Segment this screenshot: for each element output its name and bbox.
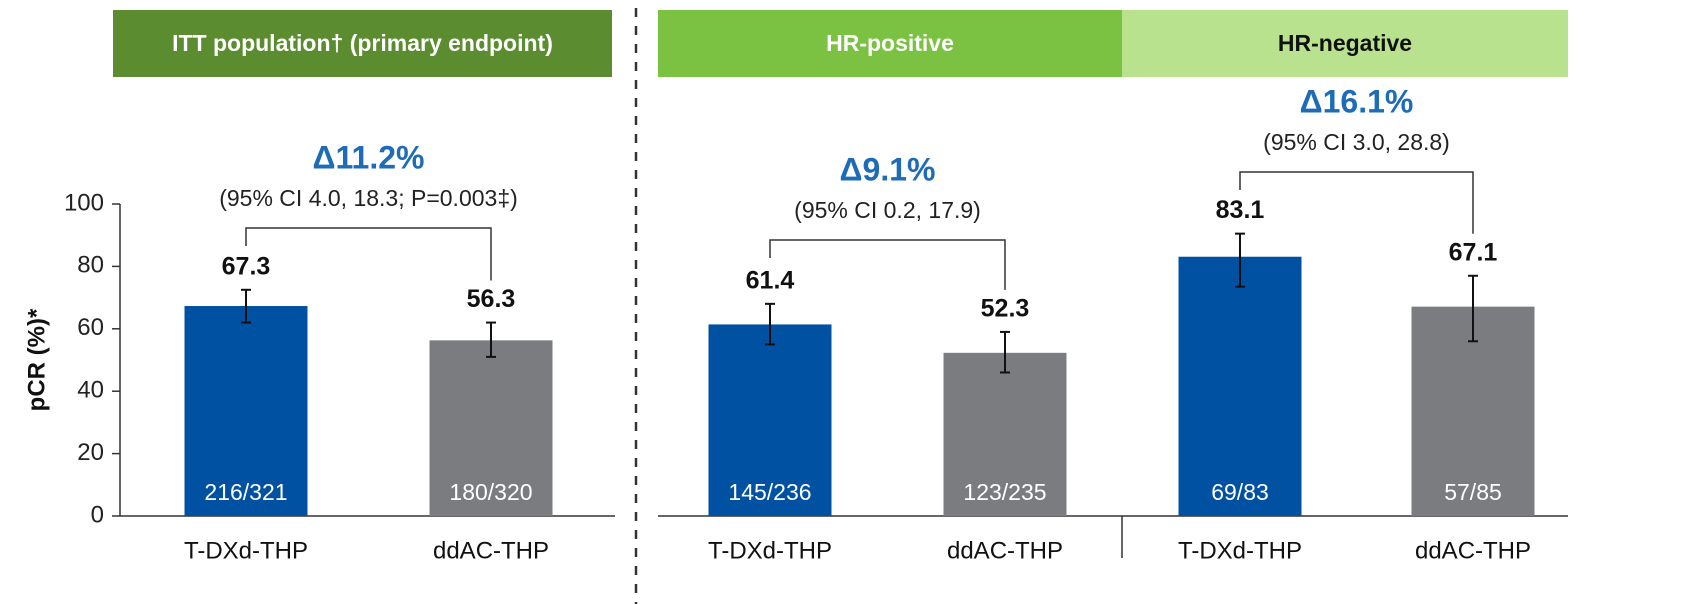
bracket	[1239, 171, 1474, 234]
value-label: 67.1	[1449, 238, 1498, 266]
panel-header	[113, 10, 612, 77]
panel-title: HR-negative	[1278, 30, 1412, 56]
value-label: 83.1	[1216, 196, 1265, 224]
bracket	[245, 227, 492, 281]
x-tick-label: T-DXd-THP	[1178, 537, 1302, 564]
y-tick-label: 100	[64, 189, 104, 216]
y-tick-label: 0	[91, 501, 104, 528]
bar	[708, 324, 832, 516]
bar	[429, 340, 553, 516]
panel-title: ITT population† (primary endpoint)	[172, 30, 553, 56]
n-label: 57/85	[1444, 479, 1502, 505]
y-tick-label: 20	[77, 439, 104, 466]
x-tick-label: ddAC-THP	[947, 537, 1063, 564]
bar	[1178, 256, 1302, 516]
delta-ci-label: (95% CI 3.0, 28.8)	[1263, 129, 1450, 155]
n-label: 145/236	[728, 479, 811, 505]
y-tick-label: 40	[77, 377, 104, 404]
panel-title: HR-positive	[826, 30, 954, 56]
delta-label: Δ16.1%	[1300, 83, 1414, 119]
bar	[184, 306, 308, 516]
y-tick-label: 80	[77, 252, 104, 279]
delta-ci-label: (95% CI 0.2, 17.9)	[794, 197, 981, 223]
n-label: 69/83	[1211, 479, 1269, 505]
n-label: 180/320	[449, 479, 532, 505]
delta-label: Δ9.1%	[840, 151, 936, 187]
y-tick-label: 60	[77, 314, 104, 341]
x-tick-label: T-DXd-THP	[708, 537, 832, 564]
panel-header	[658, 10, 1122, 77]
value-label: 56.3	[467, 285, 516, 313]
value-label: 61.4	[746, 266, 795, 294]
value-label: 52.3	[981, 295, 1030, 323]
n-label: 123/235	[963, 479, 1046, 505]
panel-header	[1122, 10, 1568, 77]
delta-label: Δ11.2%	[313, 139, 425, 175]
x-tick-label: ddAC-THP	[433, 537, 549, 564]
bar	[943, 352, 1067, 516]
x-tick-label: ddAC-THP	[1415, 537, 1531, 564]
bracket	[769, 239, 1006, 290]
delta-ci-label: (95% CI 4.0, 18.3; P=0.003‡)	[219, 185, 518, 211]
n-label: 216/321	[204, 479, 287, 505]
value-label: 67.3	[222, 252, 271, 280]
y-axis-label: pCR (%)*	[23, 308, 50, 411]
x-tick-label: T-DXd-THP	[184, 537, 308, 564]
